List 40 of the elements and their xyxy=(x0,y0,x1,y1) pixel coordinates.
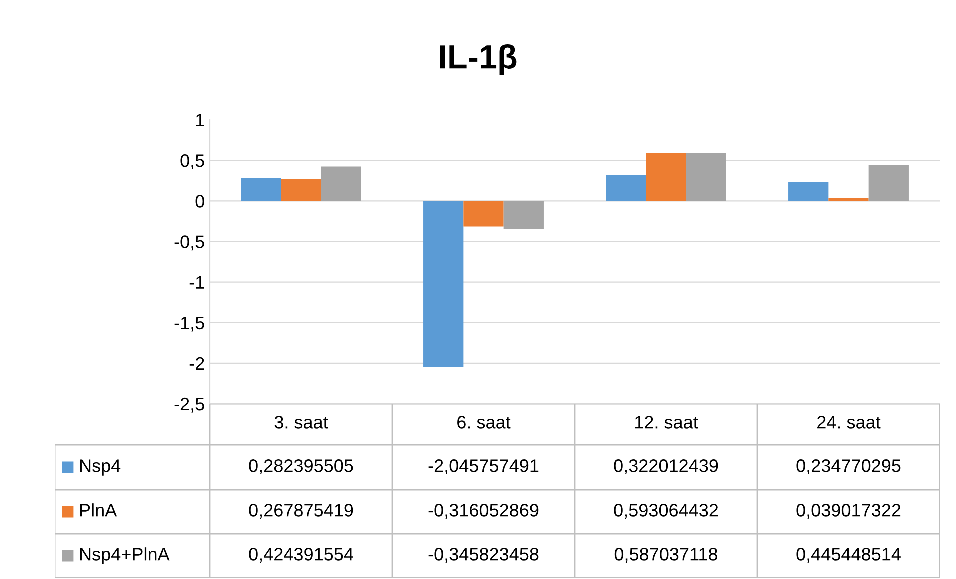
data-label: -2,045757491 xyxy=(428,460,539,474)
data-label: 0,267875419 xyxy=(249,504,354,519)
x-tick-label: 24. saat xyxy=(818,416,881,429)
bar xyxy=(424,201,464,368)
bar xyxy=(646,153,686,202)
x-tick-label: 12. saat xyxy=(636,416,698,429)
bar xyxy=(464,201,504,227)
data-label: 0,039017322 xyxy=(796,504,901,519)
chart-title: IL-1β xyxy=(440,44,517,76)
y-tick-label: -1 xyxy=(190,276,204,289)
y-tick-label: 1 xyxy=(196,114,204,127)
data-label: 0,234770295 xyxy=(796,460,901,474)
data-label: 0,445448514 xyxy=(796,548,901,563)
data-label: 0,282395505 xyxy=(249,460,354,474)
y-tick-label: 0 xyxy=(196,195,204,208)
x-tick-label: 6. saat xyxy=(458,416,511,429)
data-label: 0,587037118 xyxy=(614,548,718,563)
y-tick-label: 0,5 xyxy=(180,154,204,170)
data-label: 0,322012439 xyxy=(614,460,718,474)
data-label: -0,316052869 xyxy=(428,504,539,519)
x-tick-label: 3. saat xyxy=(274,416,328,429)
legend-label: PlnA xyxy=(80,504,118,517)
legend-label: Nsp4 xyxy=(80,460,121,476)
bar xyxy=(281,179,322,202)
y-tick-label: -0,5 xyxy=(174,236,204,251)
y-tick-label: -2,5 xyxy=(174,398,204,413)
bar xyxy=(828,198,869,202)
bar xyxy=(241,178,282,202)
y-tick-label: -1,5 xyxy=(174,316,204,332)
y-tick-label: -2 xyxy=(190,357,204,370)
bar xyxy=(504,201,544,230)
data-label: -0,345823458 xyxy=(428,548,539,563)
bar xyxy=(606,175,646,202)
bar xyxy=(686,154,726,202)
legend-label: Nsp4+PlnA xyxy=(80,548,170,564)
data-label: 0,593064432 xyxy=(614,504,718,519)
bar xyxy=(788,182,829,202)
data-label: 0,424391554 xyxy=(249,548,354,563)
bar xyxy=(321,166,362,202)
bar xyxy=(868,165,909,202)
